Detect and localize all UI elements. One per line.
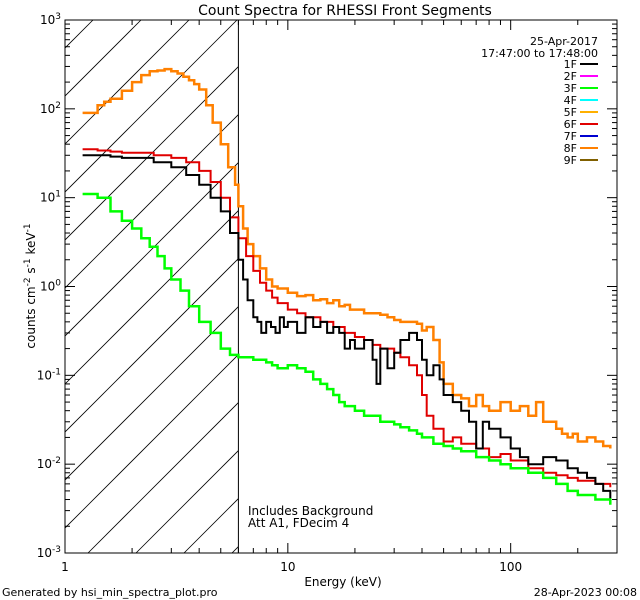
legend-label-4F: 4F <box>564 94 577 107</box>
legend-label-6F: 6F <box>564 118 577 131</box>
series-line-1F <box>82 154 612 500</box>
chart-title: Count Spectra for RHESSI Front Segments <box>198 3 492 19</box>
hatch-line <box>65 66 239 241</box>
hatch-line <box>65 354 239 529</box>
y-tick-label: 103 <box>40 12 61 27</box>
y-tick-label: 101 <box>40 190 61 205</box>
legend-label-9F: 9F <box>564 154 577 167</box>
hatch-line <box>65 306 239 481</box>
y-axis-label: counts cm-2 s-1 keV-1 <box>23 223 38 348</box>
hatch-line <box>65 258 239 433</box>
y-tick-label: 10-3 <box>37 545 61 560</box>
y-tick-label: 10-1 <box>37 367 61 382</box>
series-line-8F <box>82 67 612 449</box>
hatch-line <box>87 402 239 553</box>
time-range-label: 17:47:00 to 17:48:00 <box>481 47 598 60</box>
annotation-background: Includes Background <box>248 504 373 518</box>
legend-label-3F: 3F <box>564 82 577 95</box>
date-label: 25-Apr-2017 <box>530 35 598 48</box>
hatch-line <box>65 162 239 337</box>
series-line-6F <box>82 148 612 488</box>
x-axis-label: Energy (keV) <box>304 575 381 589</box>
y-tick-label: 102 <box>40 101 61 116</box>
legend-label-1F: 1F <box>564 58 577 71</box>
hatch-line <box>65 210 239 385</box>
series-line-3F <box>82 192 612 505</box>
y-tick-label: 100 <box>40 279 61 294</box>
footer-generator: Generated by hsi_min_spectra_plot.pro <box>2 586 218 599</box>
footer-timestamp: 28-Apr-2023 00:08 <box>534 586 637 599</box>
x-tick-label: 100 <box>499 560 522 574</box>
hatch-line <box>65 20 190 145</box>
y-axis: 10-3 10-2 10-1 100 101 102 103 <box>37 12 617 560</box>
legend-label-8F: 8F <box>564 142 577 155</box>
hatch-line <box>135 450 239 553</box>
series-group <box>82 67 612 505</box>
x-tick-label: 1 <box>61 560 69 574</box>
hatch-line <box>65 20 238 193</box>
annotation-attenuator: Att A1, FDecim 4 <box>248 516 349 530</box>
x-tick-label: 10 <box>280 560 295 574</box>
legend-label-5F: 5F <box>564 106 577 119</box>
y-tick-label: 10-2 <box>37 456 61 471</box>
legend-label-2F: 2F <box>564 70 577 83</box>
x-axis: 1 10 100 <box>61 20 618 574</box>
legend-label-7F: 7F <box>564 130 577 143</box>
